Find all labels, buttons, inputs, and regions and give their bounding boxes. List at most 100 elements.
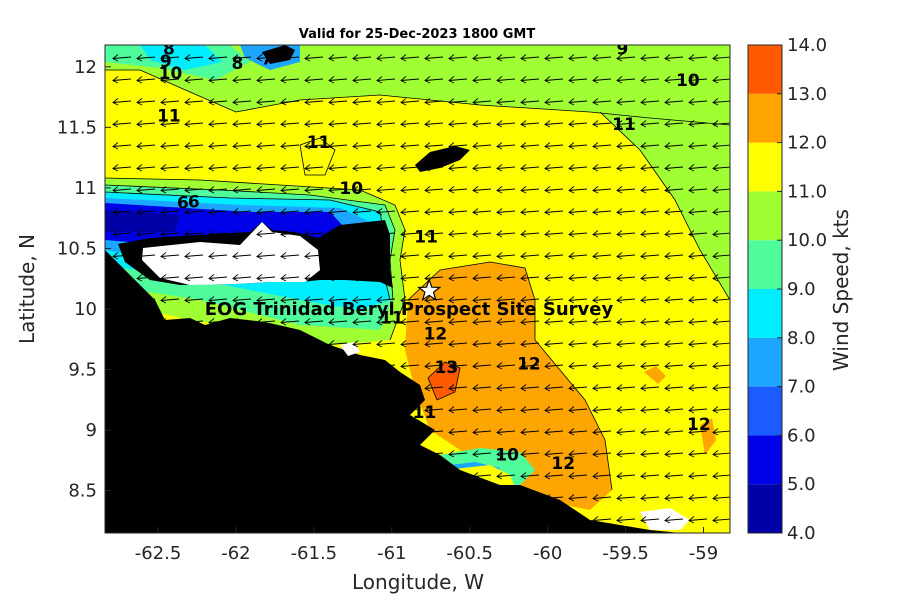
wind-arrow — [280, 274, 300, 282]
colorbar-tick-label: 11.0 — [787, 181, 827, 202]
wind-arrow — [520, 274, 540, 282]
wind-arrow — [208, 164, 228, 172]
wind-arrow — [112, 318, 132, 326]
contour-label: 11 — [307, 133, 331, 153]
wind-arrow — [280, 450, 300, 458]
field-12-13 — [405, 262, 612, 510]
wind-arrow — [640, 54, 660, 62]
wind-arrow — [448, 494, 468, 502]
wind-arrow — [232, 230, 252, 238]
wind-arrow — [520, 252, 540, 260]
wind-arrow — [496, 428, 516, 436]
wind-arrow — [400, 208, 420, 216]
wind-arrow — [184, 340, 204, 348]
wind-arrow — [352, 494, 372, 502]
wind-arrow — [664, 362, 684, 370]
wind-arrow — [544, 494, 564, 502]
wind-arrow — [496, 340, 516, 348]
wind-arrow — [400, 252, 420, 260]
wind-arrow — [472, 362, 492, 370]
colorbar-segment — [748, 386, 782, 436]
wind-arrow — [472, 384, 492, 392]
x-tick-label: -62.5 — [135, 543, 182, 564]
wind-arrow — [544, 54, 564, 62]
wind-arrow — [664, 120, 684, 128]
wind-arrow — [568, 450, 588, 458]
wind-arrow — [520, 54, 540, 62]
wind-arrow — [544, 450, 564, 458]
wind-arrow — [160, 120, 180, 128]
wind-arrow — [544, 76, 564, 84]
wind-arrow — [448, 164, 468, 172]
wind-arrow — [112, 406, 132, 414]
wind-arrow — [160, 274, 180, 282]
contour-label: 12 — [551, 454, 575, 474]
wind-arrow — [544, 318, 564, 326]
wind-arrow — [208, 450, 228, 458]
wind-arrow — [280, 76, 300, 84]
wind-arrow — [640, 252, 660, 260]
colorbar-tick-label: 13.0 — [787, 84, 827, 105]
wind-arrow — [688, 340, 708, 348]
wind-arrow — [424, 362, 444, 370]
wind-arrow — [424, 340, 444, 348]
colorbar: 4.0 5.0 6.0 7.0 8.0 9.0 10.0 11.0 12.0 13.0 14.0 — [747, 35, 827, 544]
x-tick-label: -61.5 — [291, 543, 338, 564]
wind-arrow — [496, 406, 516, 414]
colorbar-tick-label: 5.0 — [787, 474, 816, 495]
wind-arrow — [496, 472, 516, 480]
wind-arrow — [328, 186, 348, 194]
x-tick-label: -60 — [533, 543, 562, 564]
wind-arrow — [448, 230, 468, 238]
wind-arrow — [424, 296, 444, 304]
wind-arrow — [184, 362, 204, 370]
wind-arrow — [520, 142, 540, 150]
wind-arrow — [688, 516, 708, 524]
wind-arrow — [376, 76, 396, 84]
wind-arrow — [280, 252, 300, 260]
wind-arrow — [256, 362, 276, 370]
wind-arrow — [472, 164, 492, 172]
wind-arrow — [712, 186, 730, 194]
wind-arrow — [184, 54, 204, 62]
wind-arrow — [232, 186, 252, 194]
wind-arrow — [280, 142, 300, 150]
wind-arrow — [160, 230, 180, 238]
wind-arrow — [712, 340, 730, 348]
wind-arrow — [376, 362, 396, 370]
wind-arrow — [400, 384, 420, 392]
wind-arrow — [352, 142, 372, 150]
contour-label: 8 — [163, 40, 175, 60]
colorbar-segment — [748, 289, 782, 338]
wind-arrow — [136, 516, 156, 524]
wind-arrow — [160, 494, 180, 502]
contour-label: 11 — [413, 403, 437, 423]
wind-arrow — [616, 340, 636, 348]
wind-arrow — [304, 450, 324, 458]
contour-label: 11 — [380, 309, 404, 329]
wind-arrow — [136, 494, 156, 502]
wind-arrow — [304, 384, 324, 392]
wind-arrow — [424, 120, 444, 128]
wind-arrow — [520, 516, 540, 524]
wind-arrow — [256, 296, 276, 304]
wind-arrow — [256, 472, 276, 480]
wind-arrow — [304, 494, 324, 502]
wind-arrow — [208, 384, 228, 392]
wind-arrow — [328, 428, 348, 436]
wind-arrow — [376, 230, 396, 238]
wind-arrow — [496, 516, 516, 524]
wind-arrow — [712, 450, 730, 458]
wind-arrow — [160, 362, 180, 370]
wind-arrow — [664, 428, 684, 436]
wind-arrow — [400, 164, 420, 172]
wind-arrow — [640, 450, 660, 458]
wind-arrow — [280, 340, 300, 348]
wind-arrow — [376, 186, 396, 194]
wind-arrow — [544, 428, 564, 436]
wind-arrow — [448, 428, 468, 436]
contour-label: 11 — [612, 115, 636, 135]
wind-arrow — [400, 76, 420, 84]
wind-arrow — [400, 274, 420, 282]
wind-arrow — [424, 98, 444, 106]
